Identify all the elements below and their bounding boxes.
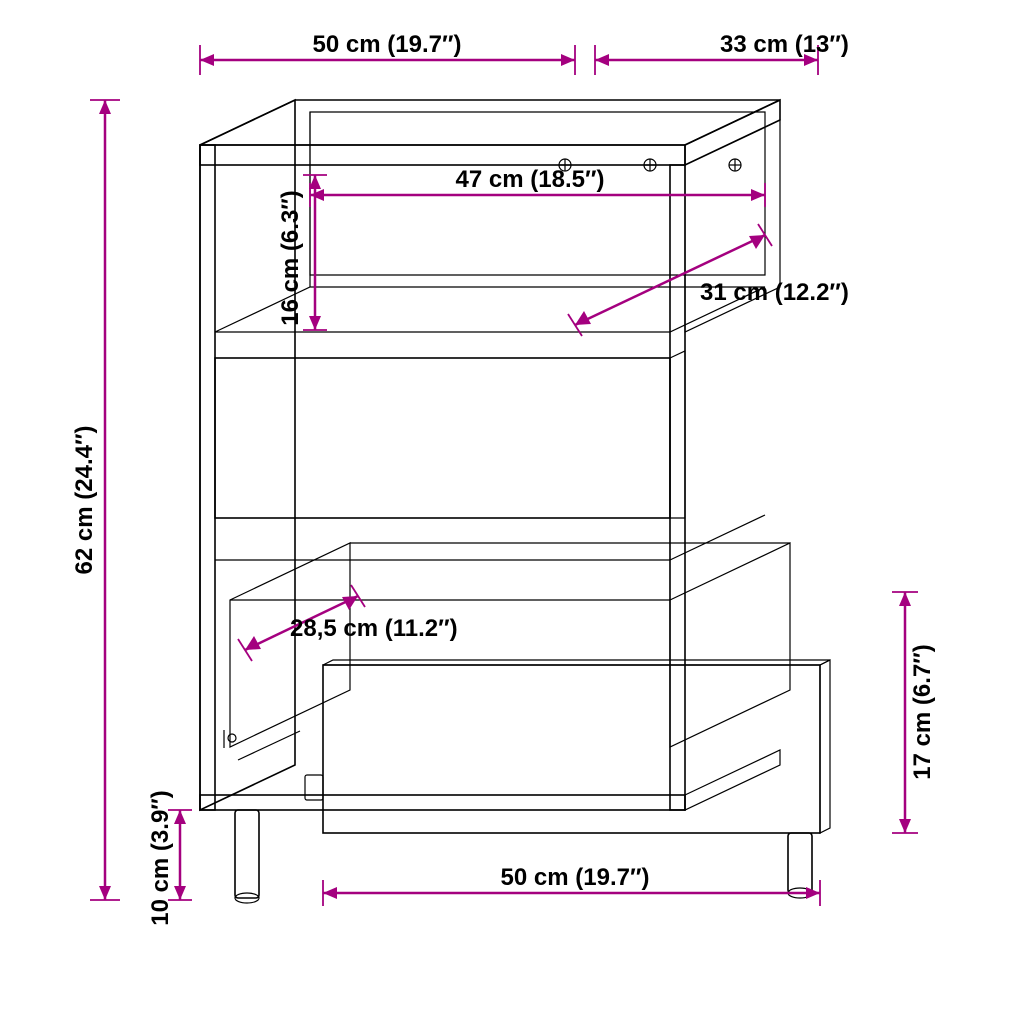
dim-inner-depth: 31 cm (12.2″) [568, 224, 849, 336]
dim-label: 10 cm (3.9″) [147, 790, 174, 926]
dim-drawer-depth: 28,5 cm (11.2″) [238, 585, 458, 661]
furniture-dimension-diagram: 50 cm (19.7″) 33 cm (13″) 47 cm (18.5″) … [0, 0, 1024, 1024]
dim-drawer-front-height: 17 cm (6.7″) [892, 592, 936, 833]
dim-width-top: 50 cm (19.7″) [200, 31, 575, 75]
dim-label: 47 cm (18.5″) [456, 166, 605, 193]
dim-label: 17 cm (6.7″) [909, 644, 936, 780]
dim-drawer-front-width: 50 cm (19.7″) [323, 864, 820, 906]
dim-label: 31 cm (12.2″) [700, 279, 849, 306]
dim-label: 16 cm (6.3″) [277, 190, 304, 326]
dim-label: 62 cm (24.4″) [71, 426, 98, 575]
dim-label: 50 cm (19.7″) [313, 31, 462, 58]
dim-inner-width: 47 cm (18.5″) [310, 166, 765, 207]
dim-leg-height: 10 cm (3.9″) [147, 790, 192, 926]
dim-overall-height: 62 cm (24.4″) [71, 100, 120, 900]
dim-label: 33 cm (13″) [720, 31, 849, 58]
dim-label: 28,5 cm (11.2″) [290, 615, 458, 642]
dim-label: 50 cm (19.7″) [501, 864, 650, 891]
